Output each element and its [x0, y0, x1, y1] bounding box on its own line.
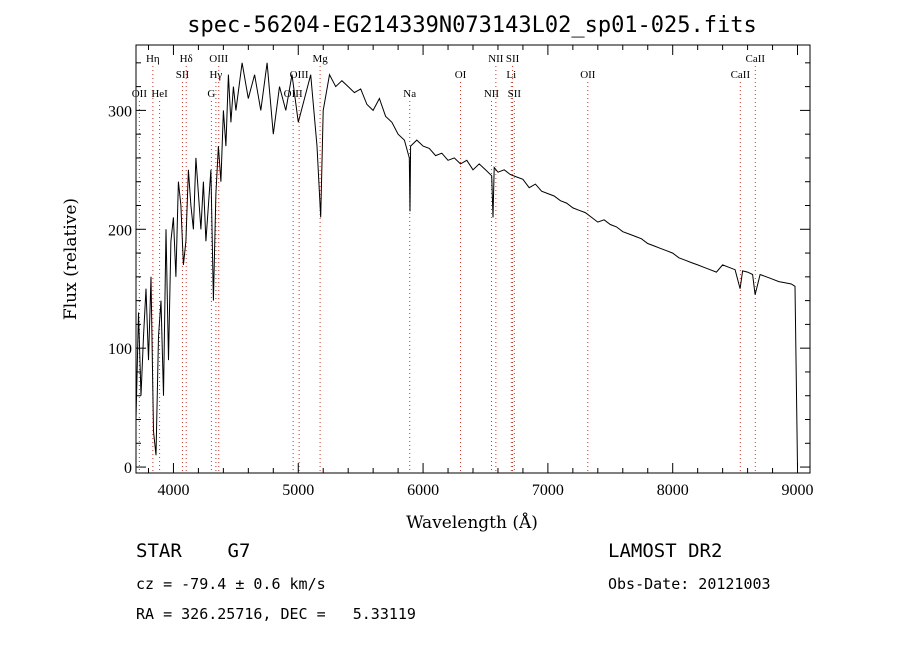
spectral-line-label: SII	[508, 88, 522, 100]
spectral-line-label: Hγ	[209, 69, 222, 81]
spectral-line-label: CaII	[731, 69, 751, 81]
y-axis: 0 100 200 300	[108, 62, 810, 477]
x-axis-label: Wavelength (Å)	[406, 512, 538, 533]
chart-title: spec-56204-EG214339N073143L02_sp01-025.f…	[187, 13, 757, 38]
spectral-line-label: Mg	[312, 53, 328, 65]
x-tick-label: 7000	[532, 482, 564, 499]
redshift-readout: cz = -79.4 ± 0.6 km/s	[136, 575, 326, 593]
y-tick-label: 300	[108, 103, 132, 120]
y-axis-label: Flux (relative)	[61, 198, 81, 320]
data-release: LAMOST DR2	[608, 540, 723, 562]
x-axis: 4000 5000 6000 7000 8000 9000	[147, 45, 814, 499]
spectral-line-label: OII	[580, 69, 596, 81]
spectral-line-label: OIII	[209, 53, 228, 65]
plot-frame	[135, 44, 811, 474]
spectral-line-label: Na	[403, 88, 416, 100]
x-tick-label: 9000	[782, 482, 814, 499]
spectral-line-label: G	[207, 88, 215, 100]
spectrum-line	[135, 62, 798, 468]
spectral-line-label: NII	[484, 88, 500, 100]
y-tick-label: 200	[108, 222, 132, 239]
spectral-line-label: OI	[455, 69, 467, 81]
spectral-line-label: Hη	[146, 53, 160, 65]
coordinates: RA = 326.25716, DEC = 5.33119	[136, 605, 416, 623]
y-tick-label: 100	[108, 341, 132, 358]
spectral-line-label: SII	[176, 69, 190, 81]
obs-date: Obs-Date: 20121003	[608, 575, 771, 593]
object-class: STAR G7	[136, 540, 251, 562]
spectral-line-label: HeI	[151, 88, 168, 100]
x-tick-label: 8000	[657, 482, 689, 499]
spectral-line-label: SII	[506, 53, 520, 65]
spectral-line-label: OIII	[290, 69, 309, 81]
spectral-line-label: OIII	[284, 88, 303, 100]
x-tick-label: 5000	[282, 482, 314, 499]
y-tick-label: 0	[124, 460, 132, 477]
spectral-line-label: Li	[506, 69, 516, 81]
spectral-line-label: NII	[488, 53, 504, 65]
x-tick-label: 6000	[407, 482, 439, 499]
spectral-line-label: Hδ	[180, 53, 193, 65]
x-tick-label: 4000	[157, 482, 189, 499]
spectral-line-label: OII	[132, 88, 148, 100]
spectral-line-label: CaII	[746, 53, 766, 65]
